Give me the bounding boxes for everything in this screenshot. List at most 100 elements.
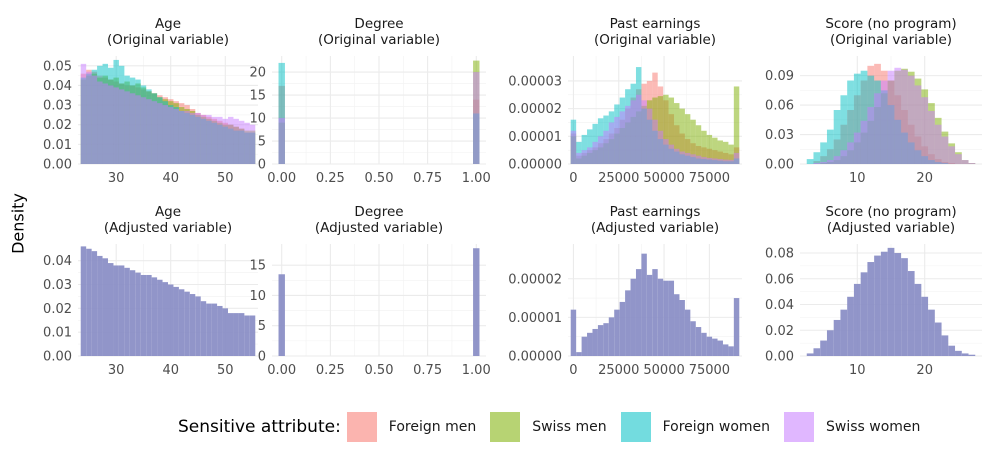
histogram-bar [238,313,245,356]
y-axis-title: Density [4,193,34,254]
histogram-bar [278,62,285,164]
histogram-bar [874,93,881,164]
histogram-bar [189,294,196,356]
x-tick-label: 50 [217,363,234,378]
histogram-bar [880,251,888,356]
histogram-bar [222,308,228,356]
histogram-bar [833,319,841,356]
histogram-bar [860,70,868,164]
histogram-bar [941,136,949,164]
y-tick-label: 0.06 [765,99,794,114]
histogram-bar [168,284,174,356]
histogram-bar [928,309,935,356]
x-tick-label: 0 [569,171,577,186]
histogram-bar [228,116,234,164]
histogram-bar [934,124,942,164]
histogram-bar [195,296,201,356]
legend: Sensitive attribute: Foreign men Swiss m… [0,410,997,450]
histogram-bar [581,150,588,164]
histogram-bar [968,354,976,356]
y-tick-label: 0.01 [43,138,72,153]
histogram-bar [860,120,868,164]
histogram-bar [129,270,136,356]
x-tick-label: 25000 [598,363,639,378]
x-tick-label: 0.75 [413,171,442,186]
histogram-bar [934,322,942,356]
histogram-bar [570,130,577,164]
histogram-bar [733,298,740,356]
panel-degree-adjusted: 0.00 0.25 0.50 0.75 1.00 0 5 10 15 Degree(Adjuste… [249,204,490,378]
histogram-bar [826,330,834,356]
histogram-bar [124,267,130,356]
histogram-bar [206,114,212,164]
histogram-bar [701,332,707,356]
histogram-bar [118,89,125,164]
legend-key-swiss-women [784,412,815,442]
histogram-bar [228,313,234,356]
histogram-bar [597,325,604,356]
histogram-bar [955,154,962,164]
histogram-bar [86,248,92,356]
histogram-bar [576,352,582,356]
histogram-bar [635,94,642,164]
histogram-bar [581,134,588,164]
series-adjusted [806,247,976,356]
histogram-bar [102,258,108,356]
x-tick-label: 0.50 [365,363,394,378]
histogram-bar [674,148,680,164]
histogram-bar [706,134,713,164]
histogram-bar [668,144,675,164]
histogram-bar [679,300,685,356]
histogram-bar [695,327,702,356]
panel-title: (Original variable) [830,32,952,48]
panel-title: Age [155,16,181,32]
panel-degree-original: 0.00 0.25 0.50 0.75 1.00 0 5 10 15 20 Degree(Origi… [249,16,490,186]
y-tick-label: 0.00000 [508,350,562,365]
histogram-bar [820,142,827,164]
histogram-bar [630,100,636,164]
histogram-bar [189,112,196,164]
panel-title: Degree [354,16,403,32]
panel-title: Past earnings [610,16,701,32]
histogram-bar [928,110,935,164]
y-tick-label: 10 [249,289,266,304]
histogram-bar [102,83,108,164]
histogram-bar [840,95,848,164]
histogram-bar [473,248,480,356]
histogram-bar [80,246,87,356]
histogram-bar [244,315,250,356]
histogram-bar [619,111,626,164]
histogram-bar [157,279,163,356]
panel-score-adjusted: 10 20 0.00 0.02 0.04 0.06 0.08 Score (no progra… [765,204,982,378]
histogram-bar [941,335,949,356]
x-tick-label: 40 [162,363,179,378]
histogram-bar [961,160,969,164]
y-tick-label: 0.00 [765,350,794,365]
histogram-bar [608,122,615,164]
y-tick-label: 0.04 [765,298,794,313]
histogram-bar [211,116,218,164]
histogram-bar [921,296,929,356]
histogram-bar [874,255,881,356]
histogram-bar [717,159,723,164]
histogram-bar [113,265,119,356]
x-tick-label: 0.75 [413,363,442,378]
histogram-bar [833,110,841,164]
histogram-bar [162,105,168,164]
histogram-bar [847,80,854,164]
series-swiss-women [80,63,256,164]
panel-earnings-adjusted: 0 25000 50000 75000 0.00000 0.00001 0.00002 Pas… [508,204,742,378]
histogram-bar [178,110,185,164]
histogram-bar [820,340,827,356]
y-tick-label: 0.03 [765,128,794,143]
histogram-bar [587,332,593,356]
histogram-bar [833,156,841,164]
histogram-bar [168,107,174,164]
y-tick-label: 0.00002 [508,272,562,287]
histogram-bar [233,118,239,164]
y-tick-label: 0.00002 [508,102,562,117]
histogram-bar [860,272,868,356]
x-tick-label: 50000 [643,363,684,378]
histogram-bar [847,142,854,164]
